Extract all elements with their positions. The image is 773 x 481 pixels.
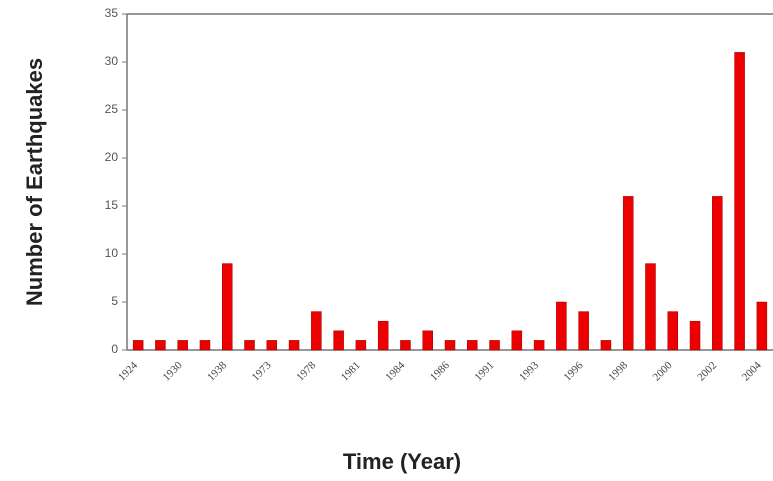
y-tick-label: 20	[105, 150, 119, 164]
x-tick-label: 1998	[606, 359, 630, 383]
bar	[622, 196, 634, 351]
bar	[511, 330, 523, 351]
bar	[600, 340, 612, 351]
bar	[333, 330, 344, 351]
x-tick-label: 1993	[517, 359, 541, 383]
bar	[578, 311, 589, 351]
x-tick-label: 2002	[695, 359, 719, 383]
bar	[556, 301, 567, 351]
bar	[400, 340, 411, 351]
bar	[444, 340, 456, 351]
y-tick-label: 10	[105, 246, 119, 260]
x-tick-label: 1996	[562, 359, 586, 383]
bar	[199, 340, 211, 351]
x-tick-label: 1978	[294, 359, 318, 383]
bar	[244, 340, 255, 351]
y-tick-label: 25	[105, 102, 119, 116]
y-tick-label: 5	[111, 294, 118, 308]
x-tick-label: 1930	[161, 359, 185, 383]
bar	[689, 320, 701, 351]
x-tick-label: 1986	[428, 359, 452, 383]
y-tick-label: 15	[105, 198, 119, 212]
bar	[489, 340, 500, 351]
x-tick-label: 1984	[383, 359, 407, 383]
bar	[132, 340, 144, 351]
bar	[221, 263, 233, 351]
bar	[311, 311, 322, 351]
bar	[712, 196, 723, 351]
bar	[355, 340, 367, 351]
bar	[422, 330, 433, 351]
bar	[667, 311, 679, 351]
bar	[734, 52, 745, 351]
bar	[377, 320, 389, 351]
bar	[645, 263, 656, 351]
x-tick-label: 2004	[740, 359, 764, 383]
x-tick-label: 1973	[250, 359, 274, 383]
bar	[756, 301, 768, 351]
x-tick-label: 1924	[116, 359, 140, 383]
bar	[177, 340, 188, 351]
x-tick-label: 1938	[205, 359, 229, 383]
x-tick-label: 1991	[472, 359, 496, 383]
y-tick-label: 35	[105, 6, 119, 20]
bar	[533, 340, 545, 351]
y-tick-label: 30	[105, 54, 119, 68]
x-axis-title: Time (Year)	[343, 449, 461, 474]
x-tick-label: 2000	[651, 359, 675, 383]
y-axis-title: Number of Earthquakes	[22, 58, 47, 306]
bar	[467, 340, 478, 351]
bar	[155, 340, 166, 351]
y-tick-label: 0	[111, 342, 118, 356]
bar	[266, 340, 278, 351]
bar	[288, 340, 300, 351]
x-tick-label: 1981	[339, 359, 363, 383]
